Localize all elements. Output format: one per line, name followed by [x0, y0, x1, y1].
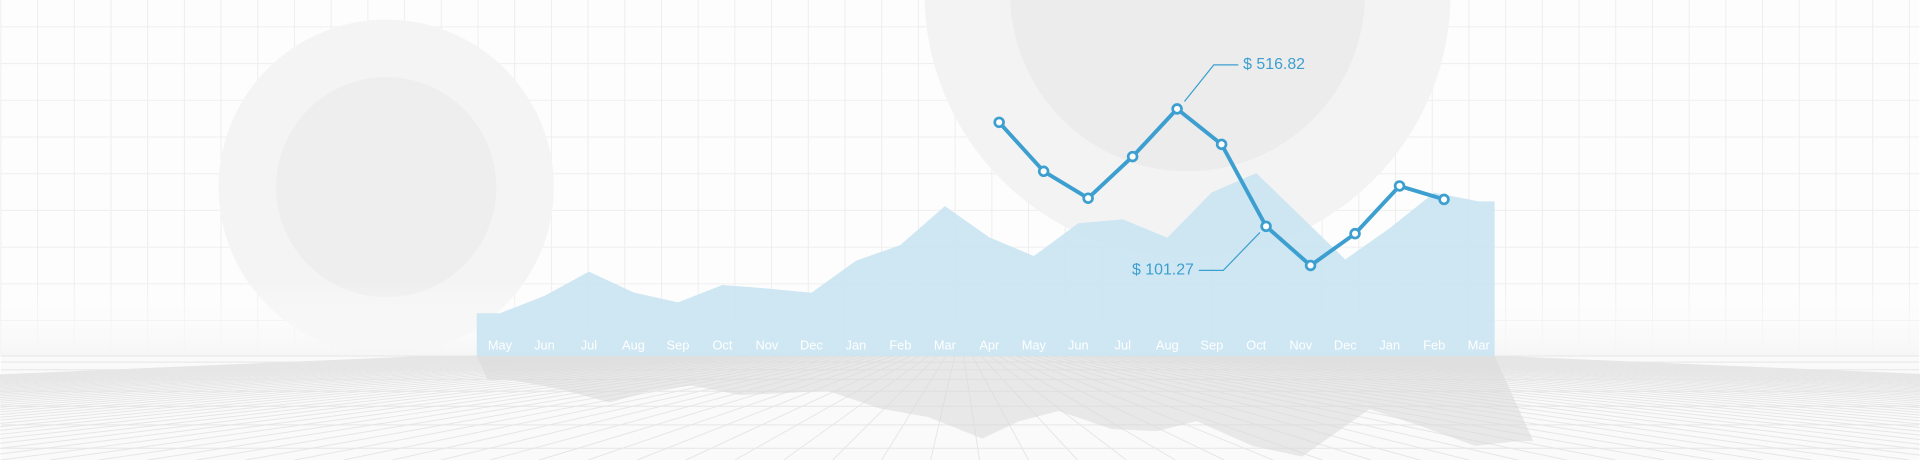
floor-line [0, 355, 638, 402]
floor-line [1342, 355, 1920, 391]
x-tick-label: Mar [1468, 338, 1491, 353]
annotation-leader [1183, 64, 1239, 102]
x-tick-label: Jan [846, 338, 867, 353]
x-tick-label: Nov [756, 338, 779, 353]
floor-line [0, 355, 436, 376]
x-tick-label: Feb [1423, 338, 1445, 353]
point [1349, 227, 1361, 240]
floor-line [0, 355, 682, 413]
point [1260, 220, 1272, 233]
floor-line [0, 355, 506, 382]
area [476, 173, 1495, 357]
floor-line [0, 355, 665, 408]
x-tick-label: Aug [1156, 338, 1179, 353]
point [1082, 192, 1094, 204]
floor-line [0, 355, 612, 397]
floor-line [1307, 355, 1920, 397]
floor-line [1412, 355, 1920, 383]
floor-line [0, 355, 444, 377]
floor-line [0, 355, 621, 399]
x-tick-label: Jun [1068, 338, 1089, 353]
floor-line [1492, 355, 1920, 375]
floor-line [0, 355, 471, 379]
floor-line [1315, 355, 1920, 396]
point [1037, 165, 1050, 178]
x-tick-label: Apr [979, 338, 1000, 353]
floor-line [1359, 355, 1920, 389]
x-tick-label: May [488, 338, 513, 353]
floor-line [0, 355, 524, 384]
floor-line [1368, 355, 1920, 388]
floor-line [1447, 355, 1920, 379]
floor-line [0, 355, 629, 400]
floor-line [0, 355, 488, 381]
x-tick-label: Jul [1115, 338, 1131, 353]
floor-line [0, 355, 647, 404]
point [1438, 193, 1450, 206]
floor-line [0, 355, 594, 394]
x-tick-label: Aug [622, 338, 645, 353]
decor-circle [276, 77, 497, 298]
point [1215, 138, 1228, 151]
point [1126, 150, 1139, 163]
x-tick-label: Oct [1246, 338, 1266, 353]
x-tick-label: Feb [889, 338, 911, 353]
floor-line [1430, 355, 1920, 381]
floor-line [0, 355, 541, 386]
floor-line [1439, 355, 1920, 380]
floor-line [1483, 355, 1920, 376]
annotation: $ 101.27 [1132, 262, 1194, 279]
floor-line [0, 355, 550, 388]
floor-line [1395, 355, 1920, 385]
area-reflection [476, 356, 1534, 457]
point [1393, 180, 1406, 192]
x-tick-label: Dec [800, 338, 823, 353]
floor-line [0, 355, 532, 385]
floor-line [1333, 355, 1920, 393]
floor-line [1386, 355, 1920, 386]
annotation: $ 516.82 [1243, 56, 1305, 73]
x-tick-label: Sep [667, 338, 690, 353]
x-tick-label: Sep [1200, 338, 1223, 353]
floor-line [0, 355, 656, 406]
floor-line [0, 355, 559, 389]
floor-line [1289, 355, 1920, 401]
floor-line [1271, 355, 1920, 404]
x-tick-label: Oct [712, 338, 732, 353]
x-tick-label: Jun [534, 338, 555, 353]
floor-line [1351, 355, 1920, 390]
floor-line [0, 355, 585, 393]
floor-line [0, 355, 576, 391]
floor-line [0, 355, 673, 410]
floor-line [0, 355, 462, 378]
floor-line [0, 355, 453, 377]
floor-line [0, 355, 568, 390]
floor-line [1280, 355, 1920, 403]
decor-circle [1010, 0, 1365, 172]
x-tick-label: Jul [581, 338, 597, 353]
floor-line [0, 355, 480, 380]
floor-line [1377, 355, 1920, 387]
annotation-leader [1198, 232, 1261, 271]
point [993, 116, 1005, 129]
floor-line [1298, 355, 1920, 399]
floor-line [1421, 355, 1920, 382]
floor-line [0, 355, 515, 383]
x-tick-label: May [1022, 338, 1047, 353]
floor-line [0, 355, 497, 381]
point [1304, 259, 1317, 272]
floor-line [1456, 355, 1920, 378]
floor-line [1465, 355, 1920, 378]
floor-line [1403, 355, 1920, 384]
x-tick-label: Nov [1289, 338, 1312, 353]
floor-line [1474, 355, 1920, 377]
plot: May Jun Jul Aug Sep Oct Nov Dec Jan Feb Mar Apr May J… [476, 56, 1534, 457]
x-tick-label: Dec [1334, 338, 1357, 353]
floor-line [1324, 355, 1920, 394]
x-tick-label: Jan [1379, 338, 1400, 353]
x-tick-label: Mar [934, 338, 957, 353]
floor-line [0, 355, 603, 395]
point [1171, 103, 1183, 115]
